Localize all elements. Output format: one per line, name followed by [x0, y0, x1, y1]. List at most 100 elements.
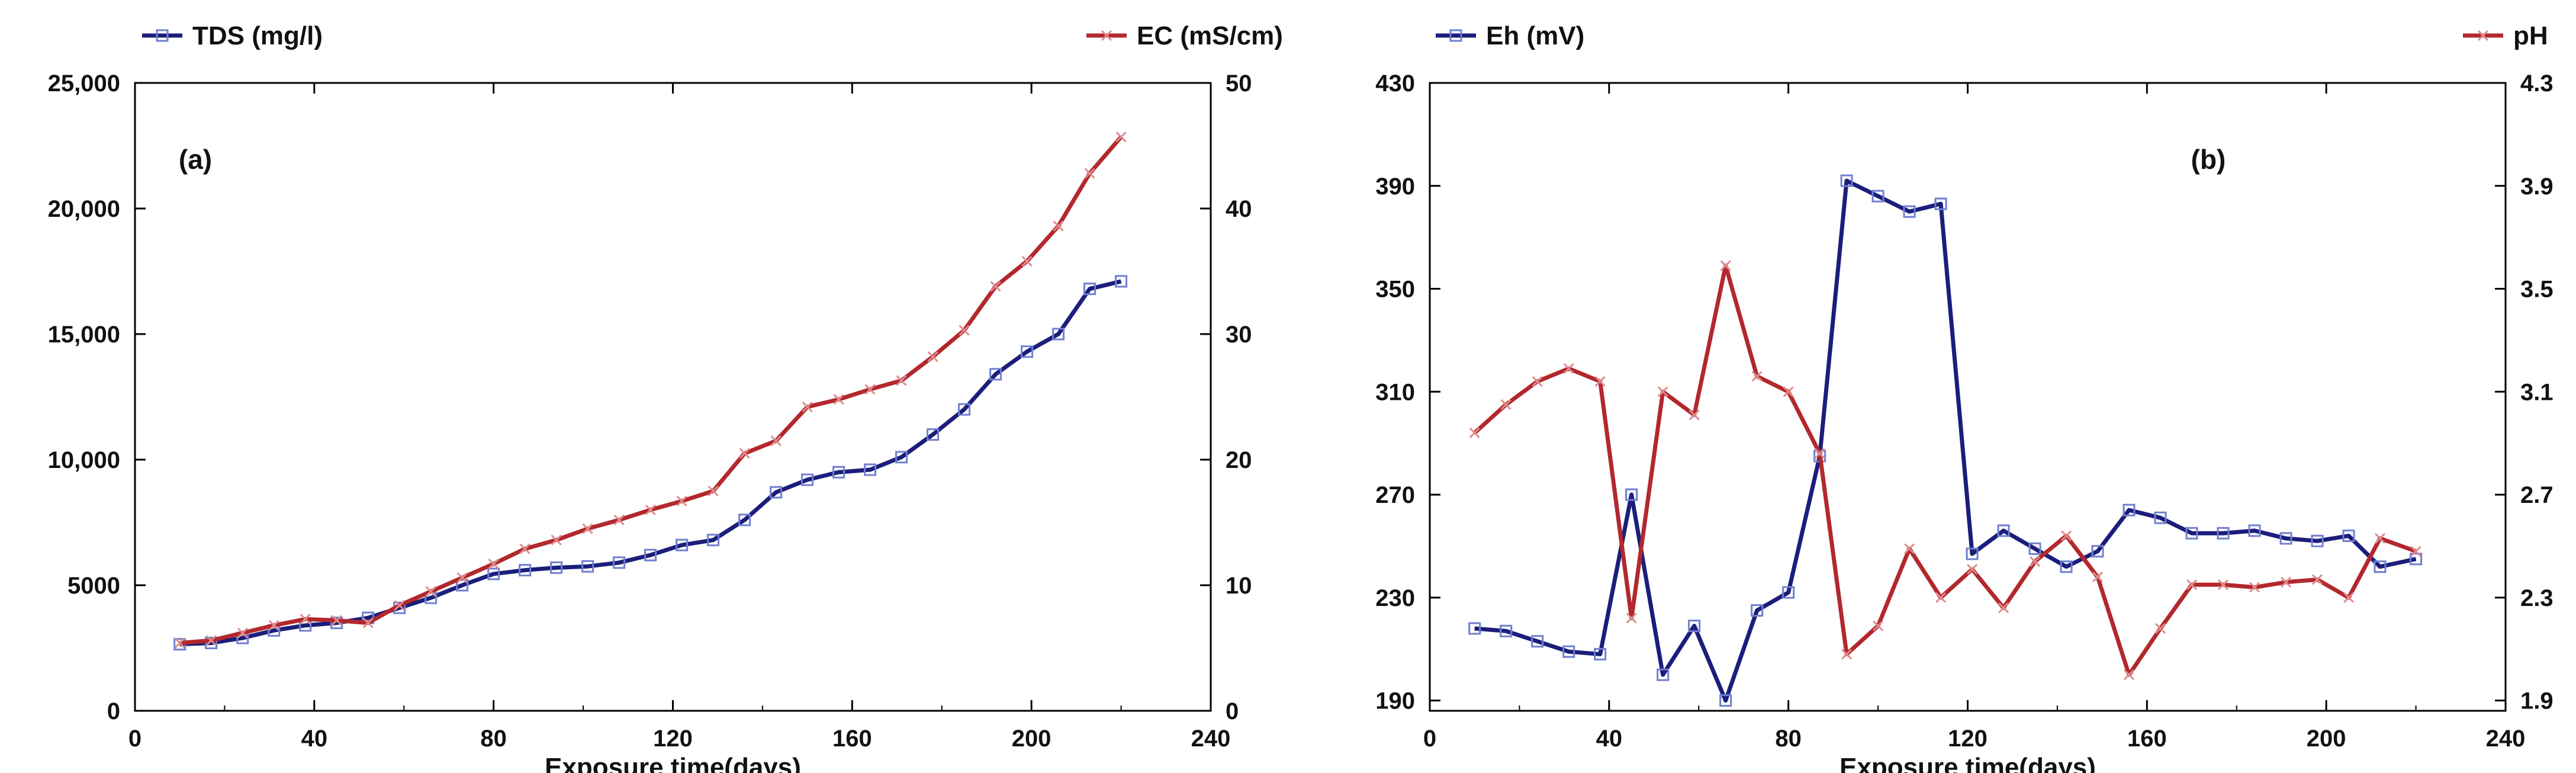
data-point — [707, 534, 720, 547]
data-point — [739, 448, 750, 459]
series-line — [1473, 263, 2417, 677]
series-left — [1468, 174, 2423, 707]
right-y-tick-label: 30 — [1226, 322, 1252, 348]
data-point — [2154, 623, 2166, 634]
right-y-tick-label: 1.9 — [2520, 688, 2554, 714]
data-point — [645, 504, 656, 515]
right-y-tick-label: 10 — [1226, 573, 1252, 599]
data-point — [2343, 592, 2355, 603]
data-point — [2122, 503, 2136, 517]
data-point — [770, 435, 782, 447]
data-point — [2123, 669, 2135, 681]
series-line — [1474, 178, 2417, 703]
data-point — [1052, 328, 1065, 341]
legend-entry: EC (mS/cm) — [1086, 21, 1283, 50]
legend-entry: TDS (mg/l) — [142, 21, 323, 50]
x-tick-label: 40 — [301, 726, 328, 752]
x-tick-label: 200 — [2307, 726, 2346, 752]
data-point — [550, 561, 563, 574]
data-point — [1751, 604, 1764, 617]
data-point — [1594, 376, 1606, 387]
data-point — [2060, 560, 2073, 573]
data-point — [990, 281, 1001, 292]
data-point — [1998, 602, 2009, 614]
data-point — [989, 368, 1002, 381]
data-point — [2092, 572, 2104, 583]
data-point — [1115, 131, 1127, 143]
data-point — [1720, 260, 1731, 271]
data-point — [833, 394, 844, 405]
data-point — [959, 325, 970, 336]
x-tick-label: 120 — [1948, 726, 1988, 752]
data-point — [1531, 635, 1544, 648]
x-axis-title: Exposure time(days) — [1839, 753, 2096, 773]
series-line — [179, 279, 1122, 647]
data-point — [1719, 694, 1732, 707]
legend-marker — [1101, 30, 1112, 41]
right-y-tick-label: 2.7 — [2520, 482, 2554, 508]
left-y-tick-label: 390 — [1375, 174, 1415, 200]
data-point — [896, 375, 907, 386]
x-axis-title: Exposure time(days) — [545, 753, 801, 773]
data-point — [205, 637, 218, 650]
data-point — [801, 473, 814, 486]
data-point — [1500, 399, 1511, 410]
data-point — [1751, 371, 1763, 382]
data-point — [2279, 532, 2292, 545]
data-point — [2249, 582, 2260, 593]
x-tick-label: 40 — [1596, 726, 1623, 752]
data-point — [1873, 620, 1884, 631]
data-point — [2342, 530, 2355, 543]
data-point — [1935, 592, 1947, 603]
data-point — [676, 538, 689, 551]
data-point — [1563, 363, 1574, 374]
data-point — [864, 463, 877, 476]
data-point — [2091, 545, 2104, 558]
data-point — [1500, 624, 1513, 637]
data-point — [1688, 620, 1701, 633]
data-point — [300, 614, 311, 625]
left-y-tick-label: 190 — [1375, 688, 1415, 714]
data-point — [205, 635, 217, 646]
data-point — [1782, 586, 1795, 599]
left-y-tick-label: 25,000 — [48, 70, 120, 97]
data-point — [2217, 527, 2230, 540]
data-point — [268, 620, 279, 631]
data-point — [1657, 668, 1670, 681]
left-y-tick-label: 10,000 — [48, 447, 120, 473]
data-point — [425, 586, 436, 597]
data-point — [1532, 376, 1543, 387]
data-point — [1115, 275, 1128, 288]
data-point — [1967, 564, 1978, 575]
data-point — [1966, 547, 1979, 560]
data-point — [1084, 168, 1095, 179]
plot-frame — [134, 82, 1212, 712]
series-right — [174, 131, 1127, 649]
legend-marker — [2477, 30, 2489, 41]
x-tick-label: 80 — [1775, 726, 1802, 752]
data-point — [958, 403, 971, 416]
data-point — [676, 495, 687, 507]
legend-label: TDS (mg/l) — [192, 21, 323, 50]
data-point — [1021, 345, 1034, 358]
right-y-tick-label: 3.1 — [2520, 379, 2554, 405]
data-point — [1594, 647, 1607, 660]
x-tick-label: 240 — [1191, 726, 1231, 752]
data-point — [2311, 574, 2323, 585]
left-y-tick-label: 230 — [1375, 585, 1415, 611]
data-point — [864, 384, 876, 395]
x-tick-label: 240 — [2486, 726, 2526, 752]
data-point — [2374, 533, 2386, 544]
data-point — [832, 466, 845, 479]
data-point — [1657, 386, 1668, 397]
left-y-tick-label: 20,000 — [48, 196, 120, 222]
data-point — [1997, 524, 2010, 537]
left-y-tick-label: 270 — [1375, 482, 1415, 508]
left-y-tick-label: 15,000 — [48, 322, 120, 348]
data-point — [456, 572, 468, 583]
right-y-tick-label: 40 — [1226, 196, 1252, 222]
left-y-tick-label: 350 — [1375, 277, 1415, 303]
right-y-tick-label: 50 — [1226, 70, 1252, 97]
panel-label: (a) — [179, 144, 212, 175]
